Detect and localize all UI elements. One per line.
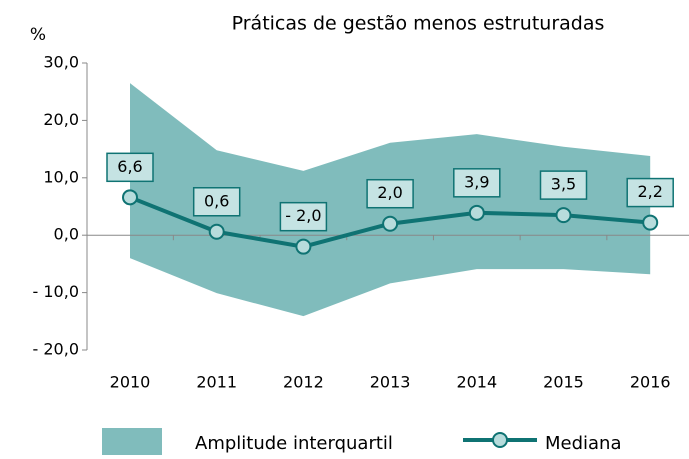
chart-title: Práticas de gestão menos estruturadas	[232, 13, 605, 35]
value-label-box	[539, 170, 588, 200]
x-tick-label: 2015	[543, 373, 584, 392]
x-tick-label: 2010	[110, 373, 151, 392]
value-label-box	[192, 187, 241, 217]
median-marker	[555, 207, 572, 224]
x-tick-label: 2012	[283, 373, 324, 392]
value-label: 3,5	[551, 175, 576, 194]
y-tick-label: 30,0	[43, 53, 79, 72]
x-tick-label: 2014	[456, 373, 497, 392]
x-tick-label: 2011	[196, 373, 237, 392]
value-label: - 2,0	[285, 206, 321, 225]
x-tick-label: 2016	[630, 373, 671, 392]
median-marker	[642, 214, 659, 231]
y-axis-label: %	[30, 25, 46, 45]
value-label-box	[279, 201, 328, 232]
value-label: 2,2	[637, 182, 662, 201]
value-label: 6,6	[117, 157, 142, 176]
median-marker	[382, 215, 399, 232]
legend-swatch	[102, 428, 162, 455]
value-label-box	[366, 178, 414, 209]
median-marker	[208, 223, 225, 240]
value-label-box	[626, 177, 674, 208]
legend-label: Amplitude interquartil	[195, 433, 393, 454]
legend-marker	[492, 432, 508, 448]
value-label: 0,6	[204, 191, 229, 210]
y-tick-label: 20,0	[43, 110, 79, 129]
median-marker	[468, 204, 485, 221]
value-label: 3,9	[464, 172, 489, 191]
median-marker	[295, 238, 312, 255]
y-tick-label: - 10,0	[33, 282, 79, 301]
x-tick-label: 2013	[370, 373, 411, 392]
y-tick-label: 10,0	[43, 167, 79, 186]
legend-label: Mediana	[545, 433, 622, 454]
y-tick-label: 0,0	[54, 225, 79, 244]
y-tick-label: - 20,0	[33, 340, 79, 359]
median-marker	[122, 189, 138, 206]
value-label-box	[106, 152, 154, 183]
value-label-box	[453, 168, 501, 198]
value-label: 2,0	[377, 183, 402, 202]
